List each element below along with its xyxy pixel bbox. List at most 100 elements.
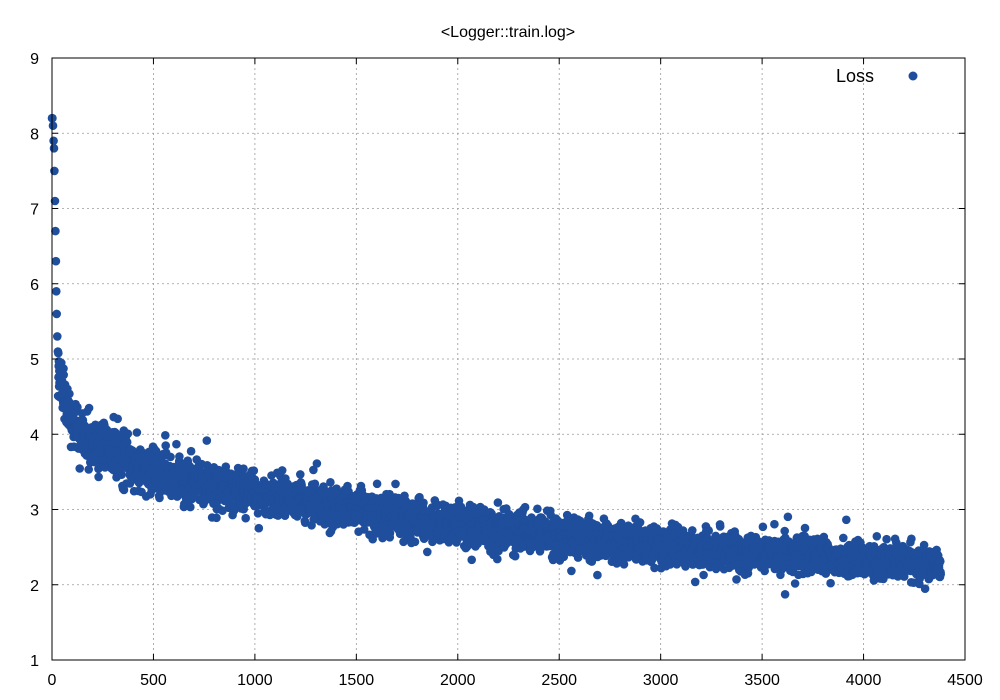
data-point [84,403,94,413]
data-point [790,579,800,588]
data-point [277,466,287,475]
y-tick-label: 5 [30,352,39,369]
data-point [780,590,790,599]
data-point [783,512,793,522]
data-point [800,523,810,533]
y-tick-label: 6 [30,277,39,294]
data-point [212,513,221,523]
data-point [715,522,725,531]
data-point [132,428,142,437]
data-point [51,226,60,236]
x-tick-label: 4000 [846,672,882,689]
y-tick-label: 2 [30,578,39,595]
x-tick-label: 1000 [237,672,273,689]
data-point [780,526,789,536]
data-point [385,528,395,538]
data-point [368,534,378,544]
data-point [117,470,126,480]
data-point [635,518,645,527]
data-point [50,196,60,206]
data-point [49,144,59,153]
data-point [310,479,320,489]
data-point [59,370,68,380]
data-point [52,309,61,319]
x-tick-label: 3000 [643,672,679,689]
data-point [688,526,697,535]
data-point [75,464,84,473]
data-point [573,553,583,562]
data-point [807,567,816,577]
x-tick-label: 500 [140,672,167,689]
data-point [510,551,520,561]
data-point [253,509,263,518]
x-tick-label: 0 [48,672,57,689]
data-point [826,578,835,588]
data-point [593,570,602,580]
x-tick-label: 4500 [947,672,983,689]
data-point [624,521,633,530]
data-point [391,479,400,489]
data-point [309,465,318,475]
data-point [175,452,184,461]
data-point [410,537,420,547]
axis-ticks [51,57,966,661]
data-point [122,437,132,447]
data-point [699,570,708,580]
x-tick-label: 2000 [440,672,476,689]
data-point [161,441,170,450]
data-point [419,498,428,508]
data-point [842,515,851,525]
data-point [882,534,891,544]
data-point [49,136,58,146]
data-point [113,414,122,424]
data-point [73,402,82,412]
data-point [202,436,212,445]
data-point [920,584,930,593]
data-point [296,470,305,479]
data-point [650,563,659,573]
data-point [520,502,530,512]
y-tick-label: 3 [30,503,39,520]
data-point [155,493,164,503]
chart-title: <Logger::train.log> [441,24,575,41]
data-point [50,166,59,176]
data-point [166,452,175,462]
data-point [493,498,503,507]
data-point [312,459,322,468]
data-point [359,525,369,534]
data-point [161,431,170,440]
data-point [567,566,576,576]
y-axis-tick-labels: 1 2 3 4 5 6 7 8 9 [30,51,39,670]
data-point [936,569,945,579]
y-tick-label: 7 [30,202,39,219]
data-point [54,348,63,358]
data-point [249,466,259,476]
data-point [936,557,945,566]
data-point [690,577,700,587]
data-point [770,519,779,529]
data-point [839,533,848,543]
data-point [241,513,250,523]
data-point [872,532,882,541]
data-point [423,547,432,557]
x-tick-label: 1500 [339,672,375,689]
y-tick-label: 4 [30,427,39,444]
data-point [51,256,61,266]
data-point [84,465,93,474]
data-point [186,502,195,512]
data-point [94,472,103,482]
data-point [758,522,768,532]
data-point [186,446,196,456]
data-point [65,389,74,399]
data-point [493,554,502,564]
data-point [372,479,382,489]
data-point [681,562,690,571]
x-tick-label: 2500 [541,672,577,689]
data-point [53,332,62,341]
y-tick-label: 8 [30,126,39,143]
data-point [619,560,629,569]
y-tick-label: 9 [30,51,39,68]
data-point [559,552,569,562]
x-tick-label: 3500 [744,672,780,689]
